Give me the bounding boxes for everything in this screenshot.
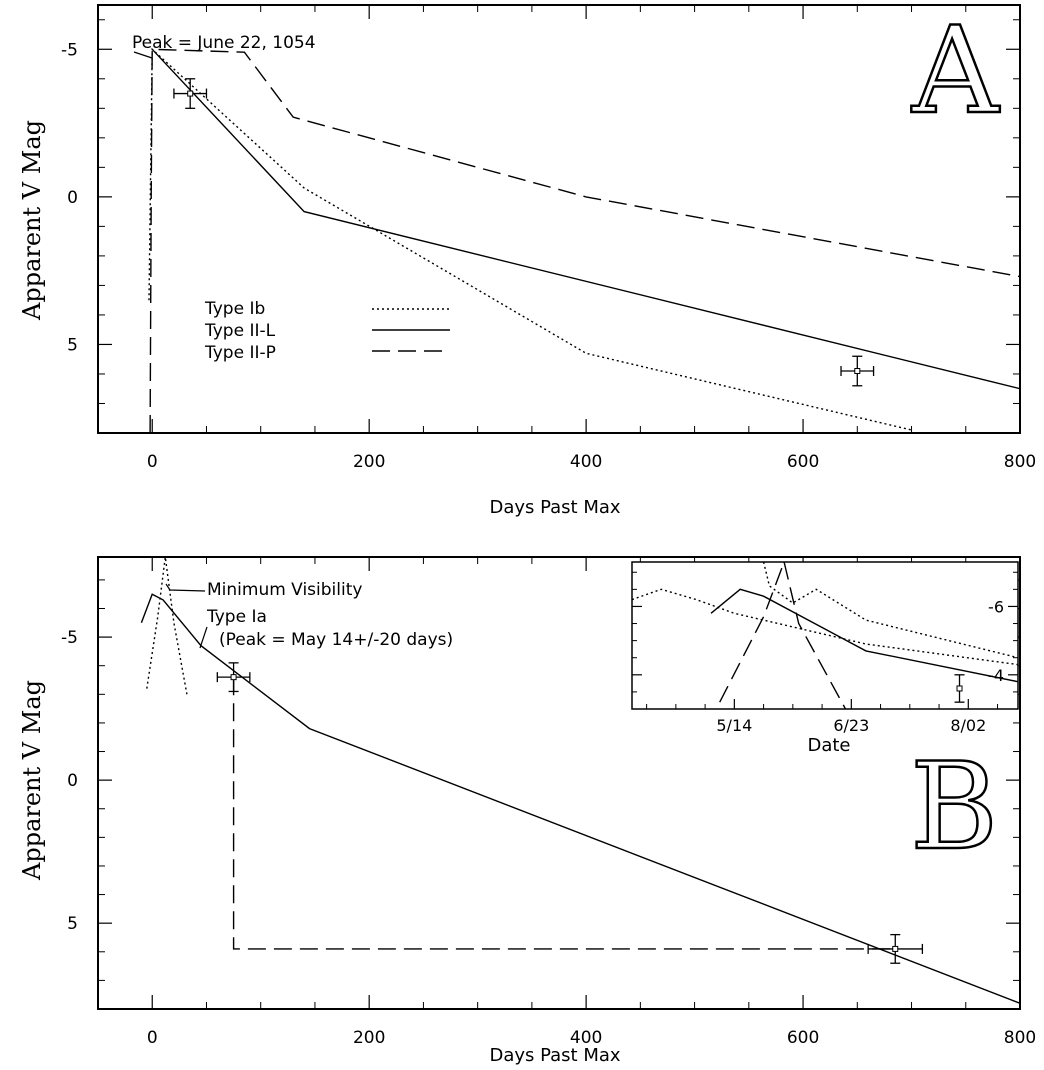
panel-a: 0 200 400 600 800 -5 0 5 A Peak = June 22, 1054… <box>18 1 1036 518</box>
panel-a-peak-leader <box>133 51 153 59</box>
panel-b-frame <box>97 556 1021 1010</box>
panel-b-error-point <box>216 662 251 693</box>
panel-a-error-point <box>173 78 208 109</box>
panel-b-tick-labels: 0 200 400 600 800 -5 0 5 <box>61 628 1036 1048</box>
panel-a-x-tick-label: 800 <box>1004 452 1036 472</box>
panel-b-y-tick-label: -5 <box>61 628 78 648</box>
inset-x-tick-label: 6/23 <box>833 716 869 735</box>
panel-b-series <box>140 557 1020 1004</box>
panel-b-x-tick-label: 800 <box>1004 1028 1036 1048</box>
panel-a-x-tick-label: 400 <box>570 452 602 472</box>
panel-a-error-points <box>173 78 875 387</box>
inset-x-tick-label: 5/14 <box>716 716 752 735</box>
inset-series <box>632 562 1018 709</box>
panel-b-minimum-visibility-leader <box>165 583 206 592</box>
panel-a-peak-annotation: Peak = June 22, 1054 <box>132 33 316 53</box>
panel-b-series-solid-0 <box>140 593 1020 1004</box>
panel-b-type-ia-leader <box>199 626 208 649</box>
panel-a-x-tick-label: 600 <box>787 452 819 472</box>
inset-series-dotted-2 <box>762 562 1018 659</box>
legend-label-type-ii-p: Type II-P <box>204 343 276 363</box>
inset-frame <box>631 561 1019 710</box>
panel-b-letter: B <box>910 738 998 877</box>
panel-a-x-tick-label: 200 <box>353 452 385 472</box>
panel-a-ticks <box>97 5 1021 434</box>
inset-x-axis-label: Date <box>807 735 850 756</box>
panel-b-y-tick-label: 0 <box>67 771 78 791</box>
panel-b-y-tick-label: 5 <box>67 914 78 934</box>
panel-b-x-tick-label: 400 <box>570 1028 602 1048</box>
inset-error-points <box>954 674 965 703</box>
panel-a-legend: Type Ib Type II-L Type II-P <box>204 299 450 363</box>
panel-b-x-axis-label: Days Past Max <box>489 1045 620 1066</box>
inset-tick-labels: 5/14 6/23 8/02 -6 -4 <box>716 597 1004 735</box>
panel-a-x-axis-label: Days Past Max <box>489 497 620 518</box>
panel-a-y-tick-label: -5 <box>61 40 78 60</box>
panel-b-peak-date-label: (Peak = May 14+/-20 days) <box>219 630 453 650</box>
inset-x-tick-label: 8/02 <box>950 716 986 735</box>
inset-y-tick-label: -4 <box>988 666 1004 685</box>
panel-a-error-point <box>840 355 875 387</box>
panel-a-series-solid-1 <box>151 48 1020 390</box>
panel-b-ticks <box>97 557 1021 1010</box>
panel-a-tick-labels: 0 200 400 600 800 -5 0 5 <box>61 40 1036 472</box>
inset-ticks <box>632 571 1018 710</box>
panel-a-series-dotted-0 <box>148 47 912 431</box>
panel-b-series-dashed-2 <box>232 677 890 950</box>
panel-a-y-tick-label: 5 <box>67 335 78 355</box>
panel-b-x-tick-label: 0 <box>147 1028 158 1048</box>
inset-series-dashed-3 <box>719 562 785 703</box>
inset-series-dotted-1 <box>632 588 1018 666</box>
inset-error-point <box>954 674 965 703</box>
panel-a-y-tick-label: 0 <box>67 188 78 208</box>
panel-a-frame <box>97 4 1021 434</box>
panel-a-letter: A <box>911 2 1000 141</box>
panel-b-y-axis-label: Apparent V Mag <box>18 680 46 881</box>
panel-b: 0 200 400 600 800 -5 0 5 B Minimum Visibility T… <box>18 556 1036 1066</box>
panel-b-x-tick-label: 600 <box>787 1028 819 1048</box>
panel-b-error-points <box>216 662 924 964</box>
panel-b-series-dotted-1 <box>146 557 188 695</box>
panel-b-error-point <box>867 933 924 964</box>
panel-a-y-axis-label: Apparent V Mag <box>18 120 46 321</box>
inset-y-tick-label: -6 <box>988 597 1004 616</box>
inset-chart: 5/14 6/23 8/02 -6 -4 Date <box>631 561 1019 756</box>
inset-series-solid-0 <box>710 588 1018 683</box>
panel-a-series <box>148 47 1020 433</box>
panel-b-x-tick-label: 200 <box>353 1028 385 1048</box>
inset-series-dashed-4 <box>783 562 847 709</box>
panel-a-series-dashed-2 <box>149 48 1020 433</box>
legend-label-type-ii-l: Type II-L <box>204 321 276 341</box>
panel-a-x-tick-label: 0 <box>147 452 158 472</box>
legend-label-type-ib: Type Ib <box>204 299 265 319</box>
panel-b-minimum-visibility-label: Minimum Visibility <box>207 580 362 600</box>
panel-b-type-ia-label: Type Ia <box>206 607 267 627</box>
